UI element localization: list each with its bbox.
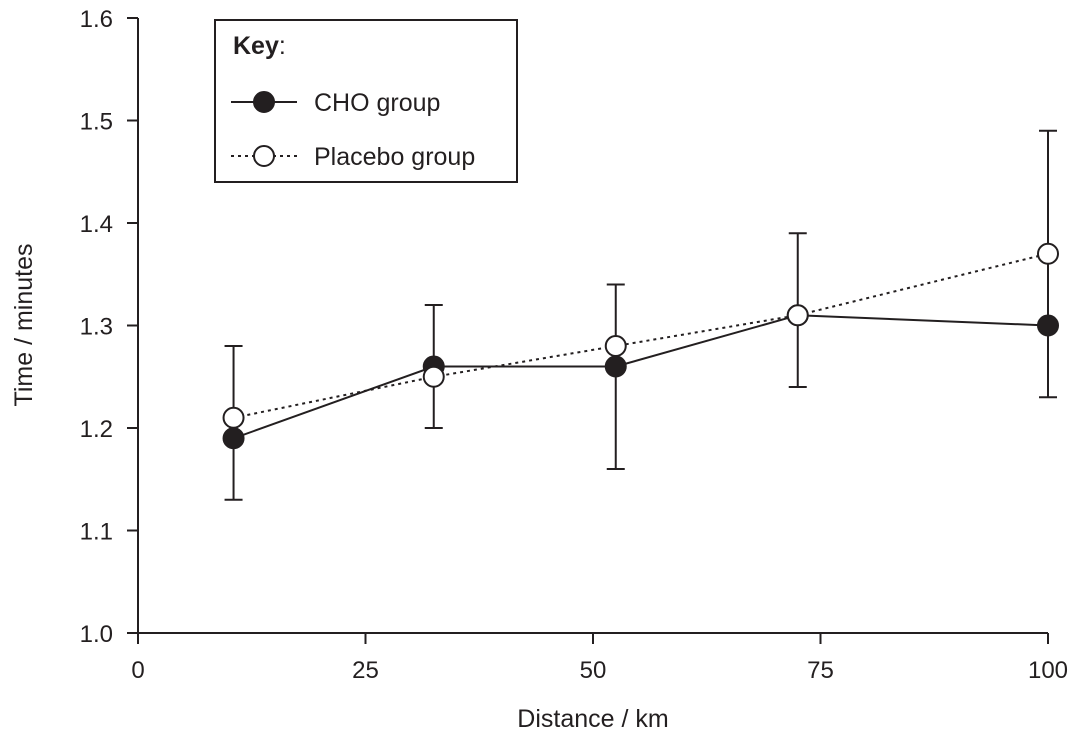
data-point-cho-group (604, 355, 627, 378)
data-point-cho-group (222, 427, 245, 450)
x-tick-label: 25 (352, 657, 379, 684)
data-point-placebo-group (1037, 242, 1059, 265)
legend-marker-cho (253, 91, 275, 113)
data-point-placebo-group (222, 406, 245, 429)
x-axis-title: Distance / km (517, 705, 668, 731)
y-tick-label: 1.5 (80, 109, 113, 136)
y-tick-label: 1.6 (80, 6, 113, 33)
legend-label-placebo: Placebo group (314, 143, 475, 171)
legend-label-cho: CHO group (314, 89, 440, 117)
y-tick-label: 1.1 (80, 519, 113, 546)
series-lines (233, 252, 1049, 440)
legend: Key: CHO group Placebo group (214, 19, 518, 183)
legend-marker-placebo (253, 145, 275, 167)
x-tick-label: 100 (1028, 657, 1068, 684)
data-point-cho-group (1037, 314, 1059, 337)
legend-title-key: Key (233, 32, 279, 60)
y-axis-title: Time / minutes (10, 243, 38, 406)
error-bars (224, 129, 1057, 501)
legend-title-colon: : (279, 32, 286, 60)
x-tick-label: 75 (807, 657, 834, 684)
y-tick-label: 1.4 (80, 211, 113, 238)
data-point-placebo-group (604, 335, 627, 357)
x-tick-label: 0 (131, 657, 144, 684)
series-line-cho-group (233, 314, 1049, 440)
data-point-placebo-group (786, 304, 809, 327)
series-markers (222, 242, 1059, 450)
y-tick-label: 1.3 (80, 314, 113, 341)
ticks: 1.0 1.1 1.2 1.3 1.4 1.5 1.6 0 25 50 75 100 (80, 6, 1068, 684)
legend-title: Key: (233, 32, 286, 60)
x-tick-label: 50 (580, 657, 607, 684)
y-tick-label: 1.0 (80, 621, 113, 648)
series-line-placebo-group (233, 252, 1049, 419)
data-point-placebo-group (422, 365, 445, 388)
y-tick-label: 1.2 (80, 416, 113, 443)
